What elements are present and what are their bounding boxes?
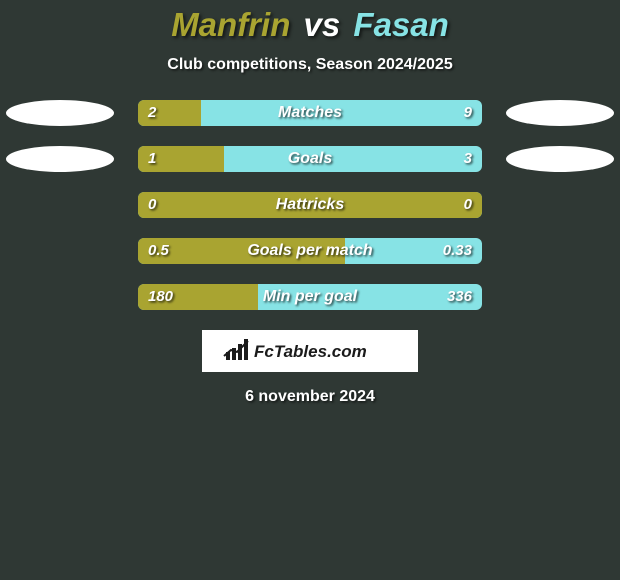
stat-row: 0.50.33Goals per match (0, 238, 620, 264)
title-player2: Fasan (353, 6, 448, 43)
title-player1: Manfrin (171, 6, 290, 43)
stat-row: 13Goals (0, 146, 620, 172)
left-badge (6, 100, 114, 126)
right-badge (506, 100, 614, 126)
brand-box: FcTables.com (202, 330, 418, 372)
left-badge (6, 238, 114, 264)
left-badge (6, 284, 114, 310)
stats-chart: 29Matches 13Goals 00Hattricks 0.50.33Goals … (0, 100, 620, 310)
page-title: Manfrin vs Fasan (0, 0, 620, 44)
bar-label: Matches (138, 100, 482, 126)
stat-row: 00Hattricks (0, 192, 620, 218)
left-badge (6, 192, 114, 218)
bar-track: 29Matches (138, 100, 482, 126)
right-badge (506, 146, 614, 172)
left-badge (6, 146, 114, 172)
bar-label: Min per goal (138, 284, 482, 310)
brand-logo: FcTables.com (220, 336, 400, 366)
brand-chart-icon (224, 339, 248, 360)
bar-track: 13Goals (138, 146, 482, 172)
date-text: 6 november 2024 (0, 388, 620, 406)
title-vs: vs (304, 6, 341, 43)
brand-text: FcTables.com (254, 342, 367, 361)
bar-track: 180336Min per goal (138, 284, 482, 310)
right-badge (506, 192, 614, 218)
bar-track: 0.50.33Goals per match (138, 238, 482, 264)
right-badge (506, 284, 614, 310)
comparison-infographic: Manfrin vs Fasan Club competitions, Seas… (0, 0, 620, 580)
bar-label: Hattricks (138, 192, 482, 218)
bar-label: Goals (138, 146, 482, 172)
bar-track: 00Hattricks (138, 192, 482, 218)
stat-row: 180336Min per goal (0, 284, 620, 310)
subtitle: Club competitions, Season 2024/2025 (0, 56, 620, 74)
stat-row: 29Matches (0, 100, 620, 126)
right-badge (506, 238, 614, 264)
bar-label: Goals per match (138, 238, 482, 264)
